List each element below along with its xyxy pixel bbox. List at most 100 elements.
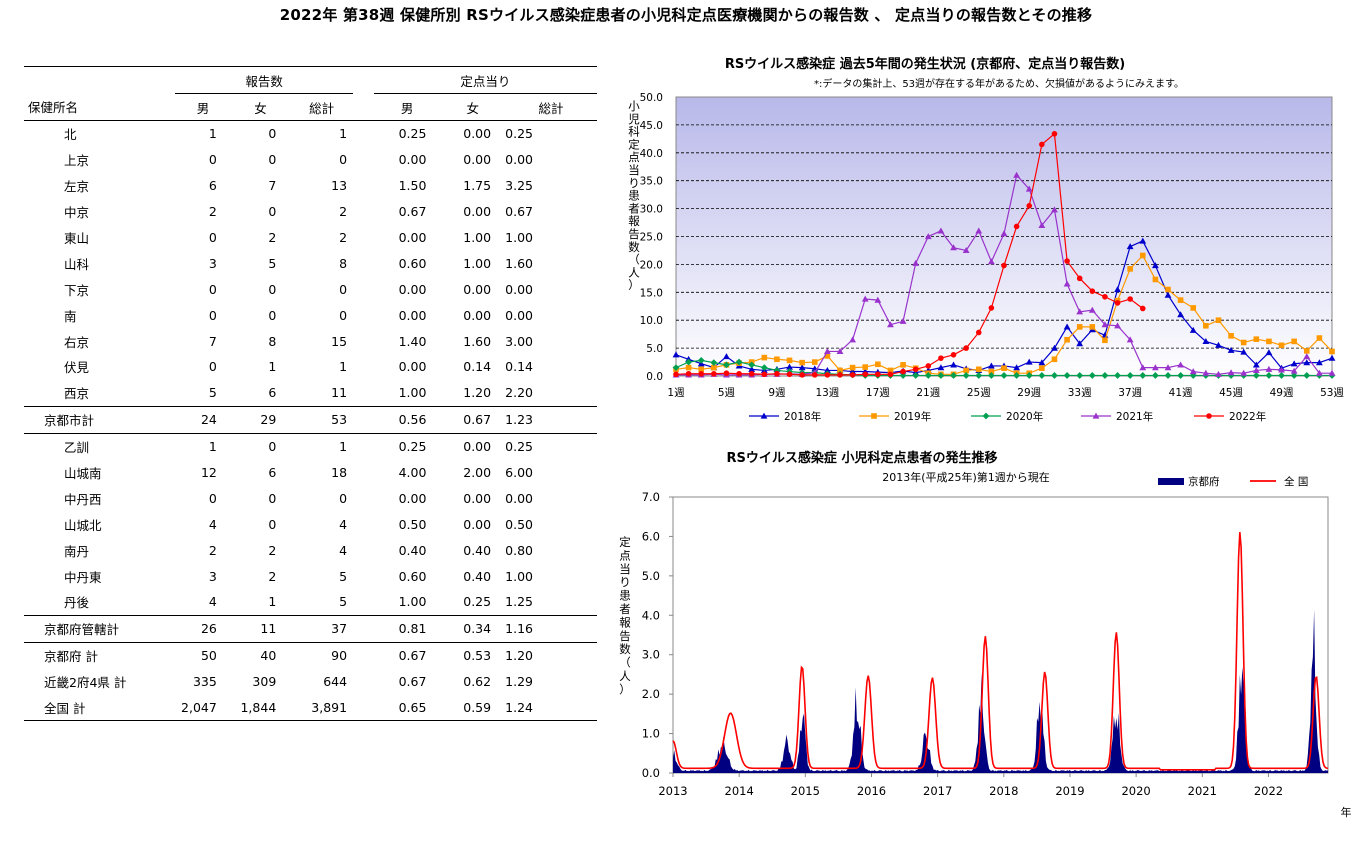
row-per-total: 1.23	[505, 405, 597, 434]
row-per-total: 1.29	[505, 674, 533, 690]
data-point	[1177, 311, 1185, 318]
row-name: 北	[24, 119, 176, 147]
series-2022年	[673, 131, 1146, 378]
data-point	[748, 361, 756, 369]
row-female: 309	[252, 674, 277, 690]
row-per-female: 1.60	[463, 333, 492, 349]
data-point	[937, 372, 945, 379]
data-point	[786, 357, 793, 364]
data-point	[1038, 359, 1046, 366]
row-male: 0	[208, 152, 217, 168]
data-point	[1088, 306, 1096, 313]
x-tick-label: 41週	[1169, 387, 1193, 399]
data-point	[1076, 275, 1083, 282]
data-point	[1139, 372, 1147, 379]
row-per-total: 1.20	[505, 641, 597, 669]
header-gap	[353, 66, 374, 94]
row-per-total: 0.00	[505, 490, 533, 506]
data-point	[950, 361, 957, 368]
data-point	[1190, 305, 1197, 311]
data-point	[836, 348, 844, 355]
x-tick-label: 21週	[916, 387, 940, 399]
row-gap	[353, 589, 374, 615]
x-tick-label: 45週	[1219, 387, 1243, 399]
row-female: 6	[268, 385, 277, 401]
col-header-male: 男	[196, 100, 210, 116]
legend-item: 2021年	[1081, 410, 1153, 423]
row-per-female: 0.53	[440, 641, 506, 669]
table-row: 南丹 2 2 4 0.40 0.40 0.80	[24, 537, 597, 563]
y-axis-label-char: ）	[628, 278, 640, 292]
x-tick-label: 2017	[923, 784, 952, 798]
row-male: 12	[200, 465, 217, 481]
row-per-male: 1.00	[398, 594, 427, 610]
row-per-female: 0.00	[463, 516, 492, 532]
legend-item: 2019年	[859, 410, 931, 423]
data-point	[711, 364, 717, 371]
table-row-total: 京都府管轄計 26 11 37 0.81 0.34 1.16	[24, 614, 597, 643]
row-per-total: 6.00	[505, 465, 533, 481]
row-male: 0	[208, 281, 217, 297]
row-per-male: 0.00	[398, 359, 427, 375]
data-point	[899, 317, 907, 324]
legend-label: 全 国	[1284, 475, 1308, 488]
row-per-female: 1.75	[463, 178, 492, 194]
y-axis-label-char: 小	[628, 99, 640, 113]
row-male: 6	[208, 178, 217, 194]
data-point	[748, 365, 756, 372]
legend-swatch-marker	[1092, 412, 1100, 419]
data-point	[1139, 252, 1146, 259]
data-point	[1315, 359, 1323, 366]
row-name: 京都府管轄計	[24, 614, 176, 643]
data-point	[1076, 308, 1084, 315]
table-row: 中丹東 3 2 5 0.60 0.40 1.00	[24, 563, 597, 589]
legend-swatch-marker	[982, 412, 990, 420]
data-point	[1038, 221, 1046, 228]
row-gap	[353, 614, 374, 643]
data-point	[875, 371, 881, 378]
data-point	[1126, 372, 1134, 379]
row-per-female: 0.00	[440, 432, 506, 460]
table-row: 東山 0 2 2 0.00 1.00 1.00	[24, 225, 597, 251]
y-axis-label-char: ）	[619, 682, 631, 696]
data-point	[1189, 326, 1197, 333]
row-female: 2	[268, 568, 277, 584]
table-group-header-row: 報告数 定点当り	[24, 66, 597, 94]
row-name: 山城南	[64, 466, 102, 482]
data-point	[1064, 336, 1070, 343]
data-point	[710, 359, 718, 367]
row-gap	[353, 405, 374, 434]
row-per-total: 1.25	[505, 594, 533, 610]
row-gap	[353, 537, 374, 563]
row-per-male: 0.40	[398, 542, 427, 558]
legend-swatch-area	[1158, 478, 1184, 485]
data-point	[1177, 297, 1184, 303]
data-point	[938, 355, 944, 361]
data-point	[748, 370, 755, 377]
row-total: 2	[339, 230, 348, 245]
data-point	[811, 359, 818, 365]
row-total: 4	[339, 542, 348, 558]
row-name: 山城北	[64, 517, 102, 533]
row-name: 京都府 計	[24, 641, 176, 669]
row-female: 1	[268, 594, 277, 610]
table-row: 左京 6 7 13 1.50 1.75 3.25	[24, 173, 597, 199]
data-point	[1001, 365, 1007, 371]
row-per-total: 1.24	[505, 694, 597, 722]
data-point	[924, 233, 932, 240]
y-axis-label-char: （	[619, 656, 631, 670]
row-male: 0	[208, 490, 217, 506]
table-row-total: 近畿2府4県 計 335 309 644 0.67 0.62 1.29	[24, 669, 597, 695]
row-per-female: 0.00	[463, 281, 492, 297]
row-name: 東山	[64, 231, 90, 246]
series-全 国	[672, 532, 1329, 771]
data-point	[723, 370, 730, 377]
y-tick-label: 3.0	[642, 648, 660, 662]
data-point	[1089, 324, 1096, 330]
header-reports: 報告数	[175, 66, 354, 94]
table-row: 乙訓 1 0 1 0.25 0.00 0.25	[24, 432, 597, 460]
row-female: 0	[230, 119, 291, 147]
y-tick-label: 2.0	[642, 687, 660, 701]
row-female: 2	[268, 542, 277, 558]
data-point	[988, 305, 995, 311]
